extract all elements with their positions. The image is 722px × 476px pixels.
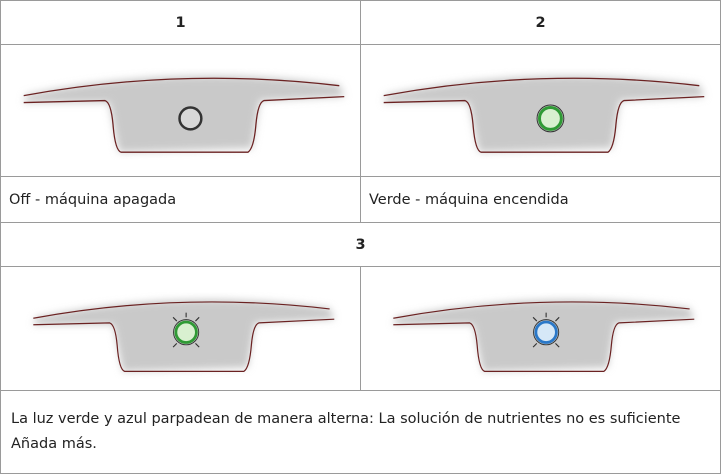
illustration-blink-green xyxy=(1,267,361,390)
caption-cell: Off - máquina apagada xyxy=(0,176,361,223)
image-cell xyxy=(0,266,361,391)
illustration-green xyxy=(361,45,721,176)
image-cell xyxy=(360,44,721,177)
header-cell: 2 xyxy=(360,0,721,45)
header-cell: 1 xyxy=(0,0,361,45)
image-cell xyxy=(360,266,721,391)
caption-cell: Verde - máquina encendida xyxy=(360,176,721,223)
image-cell xyxy=(0,44,361,177)
note-cell: La luz verde y azul parpadean de manera … xyxy=(0,390,721,474)
illustration-blink-blue xyxy=(361,267,721,390)
illustration-off xyxy=(1,45,361,176)
header-cell: 3 xyxy=(0,222,721,267)
